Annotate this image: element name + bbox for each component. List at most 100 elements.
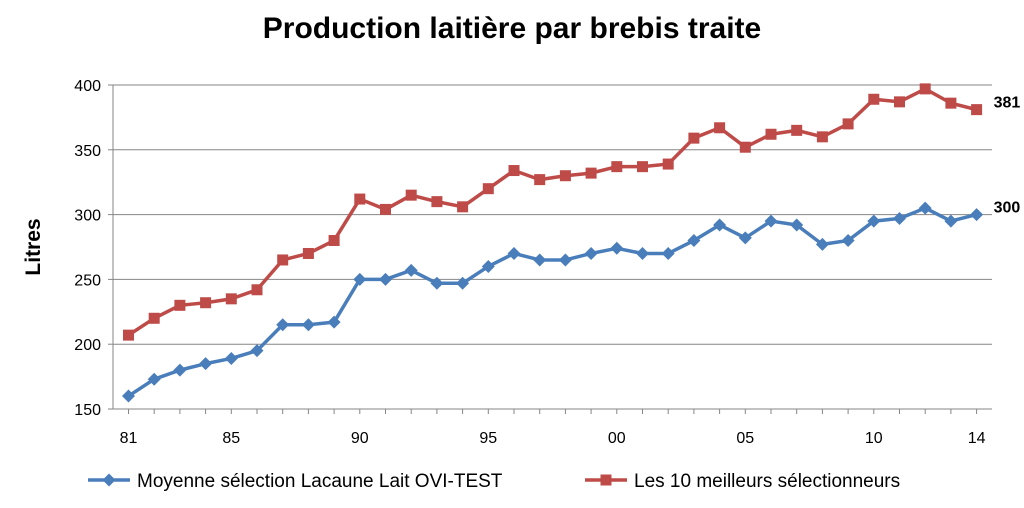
data-point-diamond <box>481 259 495 273</box>
data-point-diamond <box>790 218 804 232</box>
data-point-diamond <box>918 201 932 215</box>
data-point-square <box>302 247 314 259</box>
chart-title: Production laitière par brebis traite <box>262 12 762 45</box>
axis-ticks: 150 200 250 300 350 400 81 85 90 95 00 05 10 14 <box>74 78 985 447</box>
data-point-diamond <box>430 276 444 290</box>
y-tick-label: 300 <box>74 208 101 225</box>
x-tick-label: 95 <box>479 430 497 447</box>
x-tick-label: 05 <box>736 430 754 447</box>
y-axis-label: Litres <box>22 218 45 275</box>
data-point-square <box>971 104 983 116</box>
data-point-square <box>457 201 469 213</box>
data-point-diamond <box>558 253 572 267</box>
data-point-square <box>431 196 443 208</box>
data-point-diamond <box>738 231 752 245</box>
legend-item: Les 10 meilleurs sélectionneurs <box>585 471 900 492</box>
data-point-square <box>123 329 134 341</box>
data-point-diamond <box>533 253 547 267</box>
data-point-square <box>765 128 777 140</box>
series-line <box>127 87 978 337</box>
data-point-diamond <box>404 263 418 277</box>
data-point-square <box>559 170 571 182</box>
data-point-square <box>662 158 674 170</box>
x-tick-label: 10 <box>865 430 883 447</box>
series-1: 300 <box>122 200 1020 403</box>
legend-label: Moyenne sélection Lacaune Lait OVI-TEST <box>137 471 503 492</box>
data-point-diamond <box>507 246 521 260</box>
data-point-diamond <box>970 208 984 222</box>
data-point-square <box>405 189 417 201</box>
x-tick-label: 85 <box>222 430 240 447</box>
data-point-diamond <box>893 211 906 225</box>
y-tick-label: 350 <box>74 143 101 160</box>
data-point-square <box>611 161 623 173</box>
series-line <box>127 206 978 398</box>
series-2: 381 <box>123 83 1021 341</box>
legend-label: Les 10 meilleurs sélectionneurs <box>634 471 900 492</box>
data-point-diamond <box>224 351 238 365</box>
data-point-diamond <box>173 363 187 377</box>
data-point-square <box>380 203 391 215</box>
data-point-diamond <box>276 318 290 332</box>
data-point-diamond <box>841 234 855 248</box>
data-point-diamond <box>610 241 624 255</box>
gridlines <box>113 84 992 345</box>
data-point-diamond <box>250 344 264 358</box>
data-point-diamond <box>301 318 315 332</box>
data-label-end: 381 <box>994 95 1021 112</box>
data-point-square <box>791 124 803 136</box>
data-point-diamond <box>815 237 829 251</box>
x-tick-label: 90 <box>351 430 369 447</box>
y-tick-label: 200 <box>74 337 101 354</box>
data-point-square <box>585 167 597 179</box>
x-tick-label: 00 <box>608 430 626 447</box>
data-point-diamond <box>636 246 649 260</box>
data-point-square <box>225 293 237 305</box>
data-point-square <box>200 297 212 309</box>
data-point-square <box>174 299 186 311</box>
data-point-square <box>148 312 160 324</box>
data-point-square <box>919 83 931 95</box>
data-point-square <box>945 97 957 109</box>
data-point-diamond <box>147 372 161 386</box>
data-point-diamond <box>456 276 470 290</box>
series-layer: 300 381 <box>122 83 1021 403</box>
data-point-square <box>894 96 905 108</box>
y-tick-label: 250 <box>74 272 101 289</box>
data-point-square <box>739 141 751 153</box>
data-point-diamond <box>687 234 701 248</box>
y-tick-label: 150 <box>74 402 101 419</box>
data-point-diamond <box>122 389 135 403</box>
data-point-square <box>354 193 366 205</box>
legend-item: Moyenne sélection Lacaune Lait OVI-TEST <box>88 471 503 492</box>
data-point-square <box>688 132 700 144</box>
data-point-diamond <box>584 246 598 260</box>
x-tick-label: 14 <box>968 430 986 447</box>
data-point-square <box>868 93 880 105</box>
data-point-diamond <box>327 315 341 329</box>
data-point-diamond <box>764 214 778 228</box>
data-point-square <box>534 174 546 186</box>
data-point-square <box>842 118 854 130</box>
data-point-diamond <box>199 357 213 371</box>
legend: Moyenne sélection Lacaune Lait OVI-TEST L… <box>88 471 900 492</box>
data-point-diamond <box>353 272 367 286</box>
data-point-diamond <box>661 246 675 260</box>
data-point-square <box>714 122 726 134</box>
data-point-square <box>277 254 289 266</box>
data-point-diamond <box>944 214 958 228</box>
data-point-square <box>328 235 340 247</box>
data-label-end: 300 <box>994 200 1021 217</box>
data-point-square <box>482 183 494 195</box>
data-point-diamond <box>867 214 881 228</box>
y-tick-label: 400 <box>74 78 101 95</box>
data-point-square <box>508 165 520 177</box>
data-point-diamond <box>713 218 727 232</box>
data-point-square <box>251 284 263 296</box>
data-point-square <box>637 161 648 173</box>
data-point-diamond <box>379 272 392 286</box>
x-tick-label: 81 <box>120 430 138 447</box>
data-point-square <box>816 131 828 143</box>
data-point-square <box>600 474 612 486</box>
